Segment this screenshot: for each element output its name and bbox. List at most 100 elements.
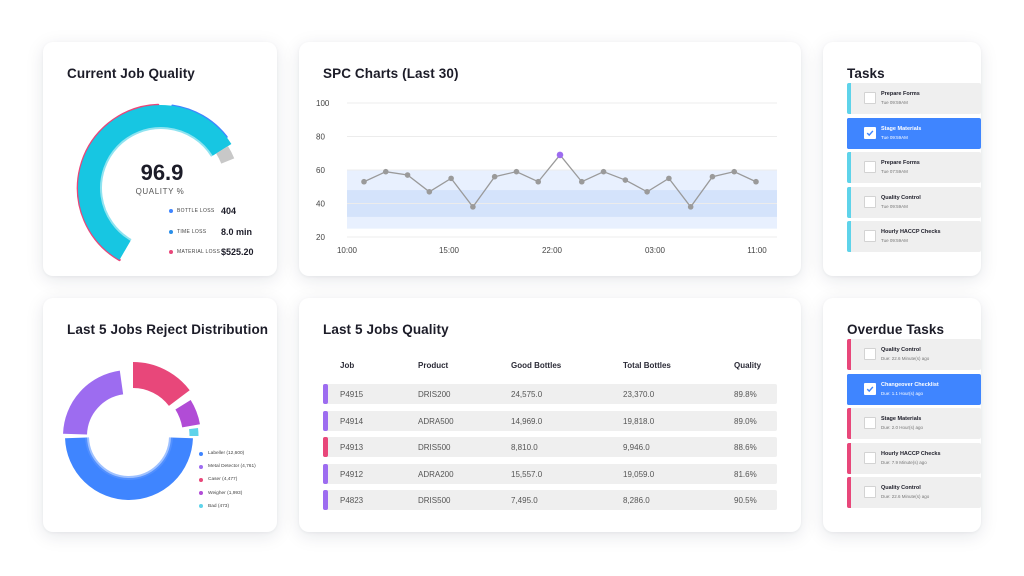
task-item[interactable]: Prepare Forms Tue 09:59AM	[847, 83, 981, 114]
quality-value: 96.9	[140, 160, 184, 185]
spc-point	[513, 168, 520, 175]
task-name: Quality Control	[881, 194, 921, 201]
cell-good: 14,969.0	[511, 416, 543, 426]
spc-point	[644, 188, 650, 195]
reject-slice-labeller	[65, 436, 193, 500]
cell-product: DRIS500	[418, 443, 451, 453]
reject-legend-item[interactable]: Metal Detector (4,761)	[199, 464, 256, 469]
task-checkbox[interactable]	[864, 417, 876, 430]
task-color-bar	[847, 152, 851, 184]
spc-point	[404, 172, 411, 178]
task-item[interactable]: Quality Control Due: 22.6 Minute(s) ago	[847, 477, 981, 509]
spc-xtick-label: 11:00	[747, 246, 767, 255]
legend-dot	[199, 477, 203, 482]
table-row[interactable]: P4914 ADRA500 14,969.0 19,818.0 89.0%	[323, 410, 777, 431]
spc-point-highlight	[556, 151, 564, 159]
task-name: Changeover Checklist	[881, 381, 939, 388]
quality-arc	[78, 105, 232, 260]
legend-dot	[199, 504, 203, 509]
task-item[interactable]: Prepare Forms Tue 07:59AM	[847, 152, 981, 184]
table-row[interactable]: P4913 DRIS500 8,810.0 9,946.0 88.6%	[323, 437, 777, 458]
task-due: Due: 2.0 Hour(s) ago	[881, 425, 924, 431]
task-color-bar	[847, 221, 851, 253]
task-checkbox[interactable]	[864, 348, 876, 360]
task-item[interactable]: Quality Control Due: 22.6 Minute(s) ago	[847, 339, 981, 370]
row-color-bar	[323, 463, 328, 484]
legend-label: Weigher (1,993)	[208, 490, 243, 496]
spc-point	[709, 173, 716, 180]
spc-ytick-label: 80	[316, 133, 325, 142]
task-item[interactable]: Stage Materials Tue 09:59AM	[847, 117, 981, 149]
task-due: Due: 22.6 Minute(s) ago	[881, 494, 930, 500]
time-loss-value: 8.0 min	[221, 227, 253, 237]
task-checkbox[interactable]	[864, 486, 876, 499]
cell-quality: 90.5%	[734, 496, 757, 506]
reject-slice-caser	[132, 362, 190, 407]
task-name: Hourly HACCP Checks	[881, 450, 941, 457]
loss-row-material: MATERIAL LOSS $525.20	[169, 247, 254, 257]
reject-slice-weigher	[175, 399, 200, 428]
material-loss-value: $525.20	[221, 247, 254, 257]
reject-legend-item[interactable]: Caser (4,477)	[199, 477, 237, 482]
cell-product: DRIS200	[418, 390, 451, 399]
current-job-quality-card: Current Job Quality 96.9 QUALITY % BOTTL…	[43, 42, 277, 276]
spc-point	[448, 175, 454, 182]
task-item[interactable]: Quality Control Tue 09:59AM	[847, 186, 981, 218]
reject-legend-item[interactable]: Weigher (1,993)	[199, 491, 242, 496]
task-item[interactable]: Changeover Checklist Due: 1.1 Hour(s) ago	[847, 373, 981, 405]
task-due: Tue 09:59AM	[881, 100, 908, 105]
task-due: Tue 07:59AM	[881, 169, 908, 175]
reject-card-title: Last 5 Jobs Reject Distribution	[67, 322, 269, 337]
task-checkbox[interactable]	[864, 92, 876, 104]
cell-job: P4914	[340, 416, 364, 426]
reject-legend-item[interactable]: Labeller (12,600)	[199, 451, 244, 456]
reject-distribution-card: Last 5 Jobs Reject Distribution Labeller…	[43, 298, 277, 532]
cell-product: ADRA500	[418, 416, 454, 426]
legend-label: Metal Detector (4,761)	[208, 464, 256, 470]
task-checkbox[interactable]	[864, 230, 876, 243]
spc-card-title: SPC Charts (Last 30)	[323, 66, 459, 81]
task-checkbox[interactable]	[864, 382, 876, 395]
jobs-quality-card: Last 5 Jobs Quality Job Product Good Bot…	[299, 298, 801, 532]
reject-slice-metal-detector	[63, 370, 124, 436]
task-checkbox[interactable]	[864, 126, 876, 139]
overdue-tasks-card: Overdue Tasks Quality Control Due: 22.6 M…	[823, 298, 981, 532]
row-color-bar	[323, 384, 328, 404]
col-header-good-bottles[interactable]: Good Bottles	[511, 361, 562, 370]
task-checkbox[interactable]	[864, 195, 876, 208]
task-item[interactable]: Hourly HACCP Checks Tue 09:59AM	[847, 221, 981, 253]
cell-good: 7,495.0	[511, 496, 538, 506]
spc-point	[535, 178, 542, 185]
row-color-bar	[323, 490, 328, 511]
bottle-loss-dot	[169, 209, 173, 213]
material-loss-dot	[169, 250, 173, 254]
col-header-total-bottles[interactable]: Total Bottles	[623, 361, 671, 370]
col-header-job[interactable]: Job	[340, 361, 355, 370]
spc-point	[382, 168, 389, 175]
legend-label: Bad (473)	[208, 503, 230, 509]
col-header-product[interactable]: Product	[418, 361, 449, 370]
col-header-quality[interactable]: Quality	[734, 361, 762, 370]
spc-point	[578, 178, 585, 185]
cell-product: DRIS500	[418, 496, 451, 506]
task-due: Tue 09:59AM	[881, 203, 908, 209]
spc-chart-card: SPC Charts (Last 30) 100 80 60 40 20 10:00 15:…	[299, 42, 801, 276]
task-due: Due: 7.9 Minute(s) ago	[881, 459, 927, 465]
legend-dot	[199, 464, 203, 469]
cell-quality: 89.0%	[734, 416, 757, 426]
check-icon	[866, 130, 874, 136]
task-checkbox[interactable]	[864, 451, 876, 464]
table-row[interactable]: P4823 DRIS500 7,495.0 8,286.0 90.5%	[323, 490, 777, 511]
table-row[interactable]: P4915 DRIS200 24,575.0 23,370.0 89.8%	[323, 384, 777, 404]
table-row[interactable]: P4912 ADRA200 15,557.0 19,059.0 81.6%	[323, 463, 777, 484]
cell-job: P4915	[340, 390, 364, 399]
reject-legend-item[interactable]: Bad (473)	[199, 504, 229, 509]
task-checkbox[interactable]	[864, 161, 876, 174]
material-loss-label: MATERIAL LOSS	[177, 249, 221, 255]
spc-point	[666, 175, 672, 182]
tasks-card-title: Tasks	[847, 66, 885, 81]
task-name: Stage Materials	[881, 416, 922, 423]
task-item[interactable]: Stage Materials Due: 2.0 Hour(s) ago	[847, 408, 981, 440]
task-item[interactable]: Hourly HACCP Checks Due: 7.9 Minute(s) ag…	[847, 442, 981, 474]
loss-row-time: TIME LOSS 8.0 min	[169, 227, 252, 237]
